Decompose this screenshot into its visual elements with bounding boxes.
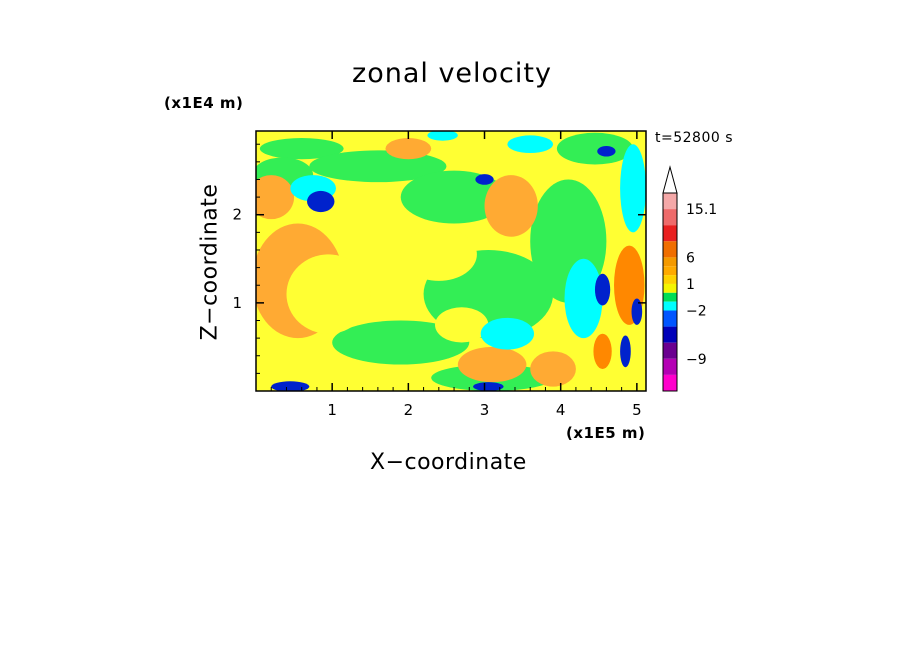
colorbar-segment — [663, 292, 677, 302]
field-region — [457, 346, 527, 383]
chart-title: zonal velocity — [352, 58, 552, 89]
colorbar-segment — [663, 358, 677, 375]
colorbar-arrow — [662, 165, 678, 194]
field-region — [271, 381, 310, 391]
field-region — [593, 333, 612, 369]
colorbar-label: 1 — [686, 277, 695, 293]
x-axis: 1 2 3 4 5 — [270, 131, 642, 419]
colorbar-label: 15.1 — [686, 202, 717, 218]
field-region — [484, 175, 538, 237]
field-region — [556, 132, 634, 165]
y-axis-multiplier: (x1E4 m) — [164, 94, 244, 112]
field-region — [564, 258, 603, 339]
colorbar-segment — [663, 275, 677, 284]
x-axis-label: X−coordinate — [370, 450, 527, 475]
x-tick-label: 2 — [404, 401, 414, 419]
field-region — [286, 254, 371, 334]
field-region — [473, 382, 504, 391]
colorbar-frame — [662, 192, 678, 392]
field-region — [475, 174, 494, 185]
x-tick-label: 5 — [632, 401, 642, 419]
field-region — [530, 351, 576, 387]
field-region — [620, 144, 646, 233]
time-annotation: t=52800 s — [655, 130, 733, 146]
field-region — [307, 190, 335, 213]
field-region — [594, 273, 611, 306]
field-region — [631, 298, 643, 325]
velocity-field — [256, 131, 646, 391]
field-region — [435, 307, 489, 343]
plot-frame — [255, 130, 647, 392]
colorbar-segment — [663, 193, 677, 210]
x-tick-label: 4 — [556, 401, 566, 419]
y-tick-label: 1 — [232, 294, 242, 312]
colorbar-segment — [663, 209, 677, 226]
colorbar-segment — [663, 342, 677, 359]
colorbar-segment — [663, 241, 677, 258]
colorbar-segment — [663, 283, 677, 293]
colorbar-label: 6 — [686, 250, 695, 266]
colorbar-segment — [663, 310, 677, 327]
x-axis-multiplier: (x1E5 m) — [566, 424, 646, 442]
x-tick-label: 1 — [327, 401, 337, 419]
field-region — [480, 317, 535, 350]
field-region — [259, 138, 344, 160]
field-region — [400, 227, 477, 281]
y-axis: 12 — [232, 143, 646, 374]
colorbar-segment — [663, 326, 677, 343]
colorbar-label: −2 — [686, 304, 707, 320]
colorbar-label: −9 — [686, 352, 707, 368]
field-region — [620, 335, 631, 368]
field-region — [256, 175, 295, 220]
field-region — [427, 131, 458, 141]
field-region — [332, 320, 470, 365]
y-tick-label: 2 — [232, 206, 242, 224]
field-region — [385, 138, 432, 160]
colorbar-segment — [663, 257, 677, 267]
field-region — [597, 145, 616, 157]
x-tick-label: 3 — [480, 401, 490, 419]
colorbar-segment — [663, 374, 677, 391]
field-region — [507, 135, 554, 154]
colorbar-segment — [663, 266, 677, 276]
colorbar-segment — [663, 225, 677, 242]
colorbar-segment — [663, 301, 677, 311]
colorbar: 15.1 6 1 −2 −9 — [662, 165, 717, 392]
